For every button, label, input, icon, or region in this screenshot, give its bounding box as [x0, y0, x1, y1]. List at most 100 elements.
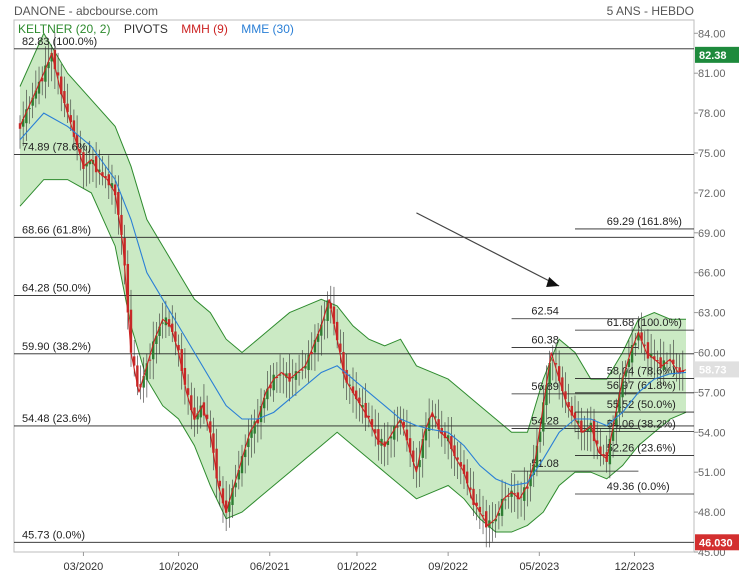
candle-body — [624, 370, 627, 377]
candle-body — [79, 148, 82, 153]
candle-body — [335, 321, 339, 341]
candle-body — [101, 172, 104, 177]
candle-body — [259, 406, 263, 423]
candle-body — [307, 354, 310, 371]
candle-body — [535, 445, 539, 468]
candle-body — [253, 421, 256, 434]
candle-body — [475, 502, 478, 506]
candle-body — [313, 339, 317, 353]
x-tick-label: 09/2022 — [428, 561, 468, 573]
fib-level-label: 68.66 (61.8%) — [22, 224, 91, 236]
tag-low-value-bg — [695, 534, 739, 551]
candle-body — [44, 65, 47, 82]
candle-body — [640, 332, 643, 341]
candle-body — [538, 431, 542, 442]
legend-mme[interactable]: MME (30) — [241, 22, 294, 36]
candle-body — [218, 480, 221, 487]
chart-symbol: DANONE - abcbourse.com — [14, 4, 159, 18]
candle-body — [142, 376, 145, 388]
candle-body — [668, 360, 672, 362]
x-tick-label: 10/2020 — [159, 561, 199, 573]
candle-body — [431, 414, 434, 417]
candle-body — [209, 421, 212, 433]
candle-body — [643, 344, 646, 346]
legend-mmh[interactable]: MMH (9) — [181, 22, 228, 36]
fib-level-label: 82.83 (100.0%) — [22, 36, 97, 48]
candle-body — [485, 511, 488, 528]
candle-body — [567, 402, 570, 408]
fib-level-label: 54.48 (23.6%) — [22, 413, 91, 425]
candle-body — [573, 412, 577, 420]
tag-last-value: 82.38 — [699, 50, 727, 62]
chart-period: 5 ANS - HEBDO — [606, 4, 694, 18]
candle-body — [627, 358, 631, 368]
candle-body — [332, 306, 336, 324]
candle-body — [402, 421, 405, 428]
candle-body — [88, 160, 91, 165]
candle-body — [155, 335, 158, 345]
candle-body — [472, 488, 475, 505]
candle-body — [152, 341, 155, 360]
mmh-line — [19, 51, 687, 527]
candle-body — [60, 76, 63, 95]
candle-body — [129, 309, 133, 353]
candle-body — [202, 402, 206, 416]
candle-body — [396, 426, 399, 428]
candle-body — [41, 77, 44, 82]
candle-body — [28, 108, 31, 110]
fib-level-label: 64.28 (50.0%) — [22, 283, 91, 295]
legend-keltner[interactable]: KELTNER (20, 2) — [18, 22, 111, 36]
candle-body — [399, 420, 402, 423]
candle-body — [174, 331, 177, 342]
fib-right-label: 54.06 (38.2%) — [607, 419, 676, 431]
candle-body — [497, 513, 501, 516]
legend-pivots[interactable]: PIVOTS — [123, 22, 168, 36]
candle-body — [136, 365, 139, 387]
candle-body — [291, 377, 294, 379]
tag-current-value-bg — [695, 361, 739, 378]
candle-body — [358, 397, 361, 404]
candle-body — [120, 214, 123, 235]
x-tick-label: 01/2022 — [337, 561, 377, 573]
candle-body — [193, 407, 196, 420]
candle-body — [266, 388, 269, 400]
tag-last-value-bg — [695, 46, 739, 63]
candle-body — [383, 441, 386, 447]
candle-body — [66, 103, 69, 113]
candle-body — [190, 395, 193, 411]
candle-body — [611, 428, 615, 441]
candle-body — [551, 359, 554, 361]
candle-body — [456, 457, 459, 460]
candle-body — [171, 323, 174, 332]
candle-body — [304, 365, 307, 369]
candle-body — [345, 369, 348, 383]
x-tick-label: 05/2023 — [519, 561, 559, 573]
candle-body — [53, 49, 57, 70]
y-tick-label: 69.00 — [698, 228, 726, 240]
candle-body — [34, 90, 38, 99]
candle-body — [659, 357, 662, 368]
y-tick-label: 78.00 — [698, 108, 726, 120]
candle-body — [374, 429, 377, 434]
candle-body — [675, 367, 678, 369]
candle-body — [491, 522, 494, 524]
candle-body — [592, 419, 596, 442]
candle-body — [443, 431, 447, 439]
candle-body — [386, 440, 390, 446]
candle-body — [412, 450, 415, 462]
candle-body — [177, 344, 180, 351]
fib-level-label: 45.73 (0.0%) — [22, 529, 85, 541]
candle-body — [437, 419, 440, 430]
candle-body — [107, 174, 110, 186]
candle-body — [212, 433, 215, 453]
y-tick-label: 75.00 — [698, 148, 726, 160]
candle-body — [377, 429, 380, 445]
candle-body — [161, 322, 164, 324]
candle-body — [596, 440, 599, 444]
candle-body — [548, 362, 551, 385]
candle-body — [158, 326, 161, 336]
candle-body — [618, 394, 621, 413]
y-tick-label: 60.00 — [698, 348, 726, 360]
candle-body — [94, 156, 98, 173]
